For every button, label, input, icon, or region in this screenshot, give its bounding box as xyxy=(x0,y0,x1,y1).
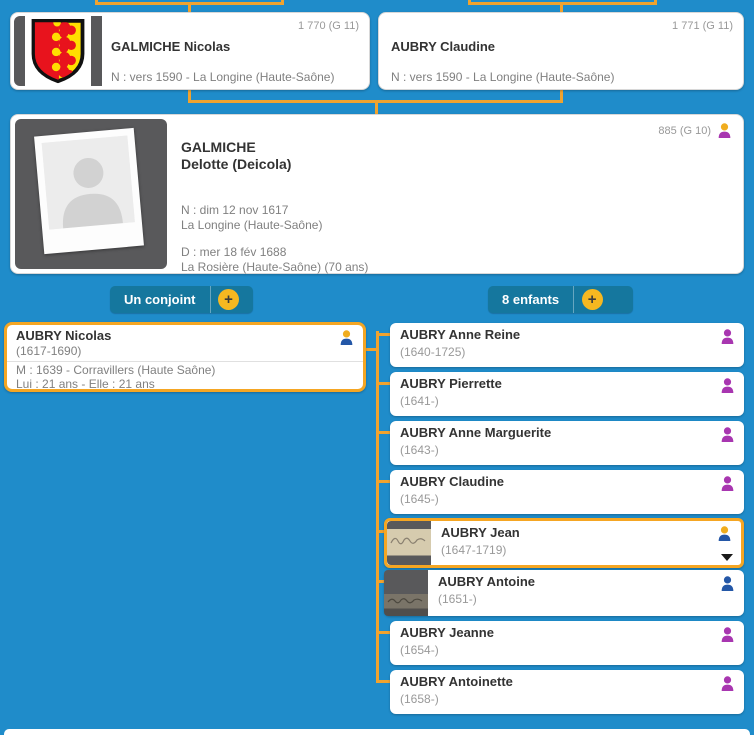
silhouette-image xyxy=(41,135,135,230)
sosa-male-person-icon xyxy=(716,525,733,542)
sosa-female-person-icon xyxy=(716,122,733,139)
child-connector-stub xyxy=(377,680,391,683)
mother-birth: N : vers 1590 - La Longine (Haute-Saône) xyxy=(391,70,615,84)
signature-thumbnail[interactable] xyxy=(384,570,428,616)
child-connector-stub xyxy=(377,382,391,385)
spouse-section-label: Un conjoint xyxy=(124,292,196,307)
coat-of-arms[interactable] xyxy=(14,16,102,86)
person-ref: 1 770 (G 11) xyxy=(298,20,359,32)
person-ref: 1 771 (G 11) xyxy=(672,20,733,32)
child-card[interactable]: AUBRY Antoine (1651-) xyxy=(384,570,744,616)
children-connector-spine xyxy=(376,331,379,683)
child-connector-stub xyxy=(377,431,391,434)
children-section-label: 8 enfants xyxy=(502,292,560,307)
child-dates: (1640-1725) xyxy=(400,345,466,359)
add-child-button[interactable]: + xyxy=(574,289,610,310)
child-card[interactable]: AUBRY Pierrette (1641-) xyxy=(390,372,744,416)
child-card[interactable]: AUBRY Antoinette (1658-) xyxy=(390,670,744,714)
child-name: AUBRY Jean xyxy=(441,525,520,540)
child-name: AUBRY Pierrette xyxy=(400,376,502,391)
add-spouse-button[interactable]: + xyxy=(211,289,247,310)
child-dates: (1645-) xyxy=(400,492,439,506)
signature-thumbnail[interactable] xyxy=(387,521,431,565)
female-person-icon xyxy=(719,377,736,394)
card-divider xyxy=(7,361,363,362)
main-person-card: 885 (G 10) GALMICHE Delotte (Deicola) N … xyxy=(10,114,744,274)
female-person-icon xyxy=(719,626,736,643)
mother-name: AUBRY Claudine xyxy=(391,39,496,54)
child-name: AUBRY Claudine xyxy=(400,474,505,489)
main-person-birth-date: N : dim 12 nov 1617 xyxy=(181,203,289,217)
female-person-icon xyxy=(719,675,736,692)
spouse-section-button[interactable]: Un conjoint + xyxy=(110,286,253,313)
child-card-selected[interactable]: AUBRY Jean (1647-1719) xyxy=(384,518,744,568)
female-person-icon xyxy=(719,475,736,492)
child-name: AUBRY Anne Reine xyxy=(400,327,521,342)
spouse-card[interactable]: AUBRY Nicolas (1617-1690) M : 1639 - Cor… xyxy=(4,322,366,392)
child-name: AUBRY Antoine xyxy=(438,574,536,589)
tree-connector xyxy=(188,2,191,12)
sosa-male-person-icon xyxy=(338,329,355,346)
plus-icon: + xyxy=(218,289,239,310)
next-card-edge xyxy=(4,729,750,735)
marriage-info: M : 1639 - Corravillers (Haute Saône) xyxy=(16,363,216,377)
marriage-ages: Lui : 21 ans - Elle : 21 ans xyxy=(16,377,155,391)
plus-icon: + xyxy=(581,289,603,310)
tree-connector xyxy=(188,90,191,103)
father-card[interactable]: 1 770 (G 11) GALMICHE Nicolas N : vers 1… xyxy=(10,12,370,90)
main-person-given-name: Delotte (Deicola) xyxy=(181,156,292,172)
main-person-surname: GALMICHE xyxy=(181,139,256,155)
child-dates: (1647-1719) xyxy=(441,543,507,557)
polaroid-frame xyxy=(34,127,144,255)
child-name: AUBRY Jeanne xyxy=(400,625,494,640)
button-divider xyxy=(573,286,575,313)
coat-frame-bar xyxy=(14,16,25,86)
father-birth: N : vers 1590 - La Longine (Haute-Saône) xyxy=(111,70,335,84)
coat-shield xyxy=(25,16,91,86)
child-dates: (1641-) xyxy=(400,394,439,408)
children-section-button[interactable]: 8 enfants + xyxy=(488,286,633,313)
child-dates: (1643-) xyxy=(400,443,439,457)
child-card[interactable]: AUBRY Claudine (1645-) xyxy=(390,470,744,514)
spouse-name: AUBRY Nicolas xyxy=(16,328,112,343)
spouse-connector-stub xyxy=(365,348,377,351)
child-connector-stub xyxy=(377,480,391,483)
child-name: AUBRY Anne Marguerite xyxy=(400,425,552,440)
child-dates: (1654-) xyxy=(400,643,439,657)
button-divider xyxy=(209,286,211,313)
main-person-death-place: La Rosière (Haute-Saône) (70 ans) xyxy=(181,260,369,274)
child-card[interactable]: AUBRY Anne Marguerite (1643-) xyxy=(390,421,744,465)
mother-card[interactable]: 1 771 (G 11) AUBRY Claudine N : vers 159… xyxy=(378,12,744,90)
expand-dropdown-icon[interactable] xyxy=(721,554,733,561)
main-person-birth-place: La Longine (Haute-Saône) xyxy=(181,218,323,232)
photo-placeholder[interactable] xyxy=(15,119,167,269)
male-person-icon xyxy=(719,575,736,592)
coat-frame-bar xyxy=(91,16,102,86)
child-connector-stub xyxy=(377,333,391,336)
female-person-icon xyxy=(719,328,736,345)
tree-connector xyxy=(375,100,378,114)
person-ref: 885 (G 10) xyxy=(658,124,711,137)
spouse-dates: (1617-1690) xyxy=(16,344,82,358)
child-name: AUBRY Antoinette xyxy=(400,674,513,689)
child-card[interactable]: AUBRY Jeanne (1654-) xyxy=(390,621,744,665)
female-person-icon xyxy=(719,426,736,443)
father-name: GALMICHE Nicolas xyxy=(111,39,231,54)
tree-connector xyxy=(560,2,563,12)
tree-connector xyxy=(560,90,563,103)
child-dates: (1658-) xyxy=(400,692,439,706)
child-card[interactable]: AUBRY Anne Reine (1640-1725) xyxy=(390,323,744,367)
main-person-death-date: D : mer 18 fév 1688 xyxy=(181,245,287,259)
child-dates: (1651-) xyxy=(438,592,477,606)
child-connector-stub xyxy=(377,631,391,634)
